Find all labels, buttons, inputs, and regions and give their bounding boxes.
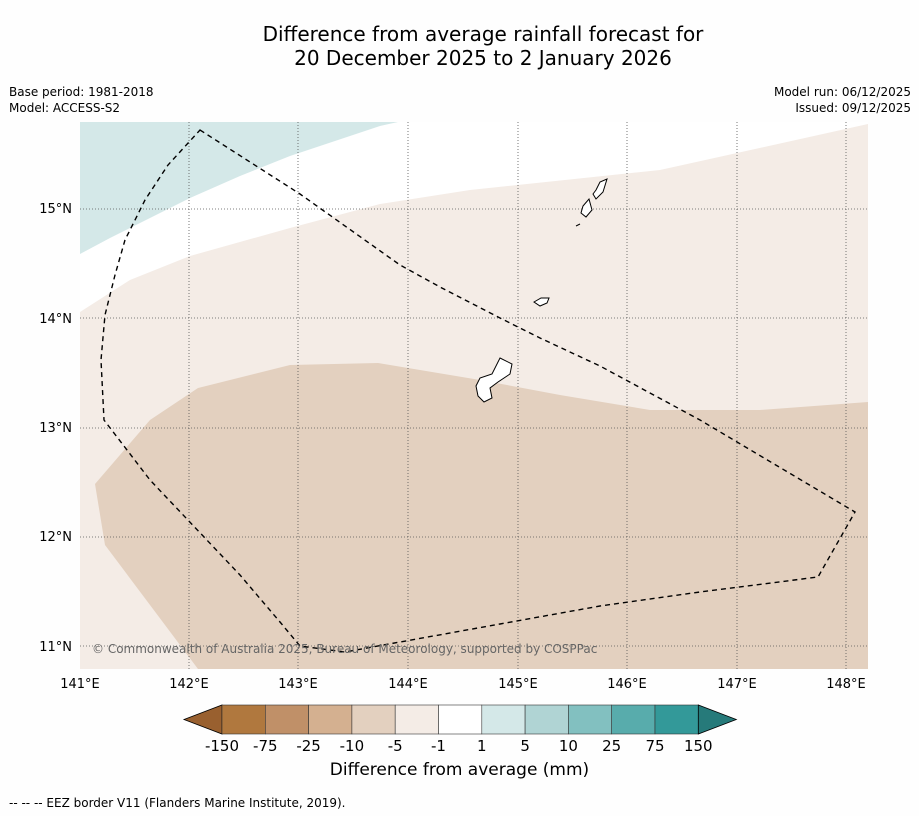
colorbar-extend-high (697, 704, 738, 735)
colorbar (182, 704, 738, 735)
colorbar-tick-label: -1 (431, 737, 446, 755)
lon-label: 145°E (498, 677, 538, 692)
guam-island (475, 357, 513, 403)
colorbar-tick-label: -75 (253, 737, 278, 755)
colorbar-segment (394, 704, 439, 735)
colorbar-tick-label: 1 (477, 737, 487, 755)
lat-label: 14°N (39, 312, 72, 327)
rainfall-region-near-average (80, 122, 868, 312)
copyright-notice: © Commonwealth of Australia 2025, Bureau… (92, 642, 597, 656)
colorbar-title: Difference from average (mm) (329, 760, 590, 780)
map-gridlines (80, 122, 868, 669)
colorbar-extend-low (182, 704, 223, 735)
colorbar-segment (264, 704, 309, 735)
meta-left: Base period: 1981-2018 Model: ACCESS-S2 (9, 84, 154, 116)
model-name: Model: ACCESS-S2 (9, 101, 121, 115)
latitude-labels: 15°N 14°N 13°N 12°N 11°N (39, 202, 72, 655)
colorbar-tick-label: 150 (684, 737, 713, 755)
lon-label: 144°E (388, 677, 428, 692)
map-title: Difference from average rainfall forecas… (0, 22, 919, 70)
islands (475, 178, 608, 403)
colorbar-segment (351, 704, 396, 735)
eez-border (100, 129, 856, 653)
lat-label: 13°N (39, 421, 72, 436)
lon-label: 143°E (278, 677, 318, 692)
aguijan-island (575, 223, 581, 227)
model-run: Model run: 06/12/2025 (773, 85, 911, 99)
eez-legend-note: -- -- -- EEZ border V11 (Flanders Marine… (9, 796, 346, 810)
base-period: Base period: 1981-2018 (9, 85, 154, 99)
lat-label: 11°N (39, 640, 72, 655)
lat-label: 12°N (39, 530, 72, 545)
colorbar-tick-label: -10 (340, 737, 365, 755)
lat-label: 15°N (39, 202, 72, 217)
colorbar-tick-label: -25 (296, 737, 321, 755)
lon-label: 148°E (826, 677, 866, 692)
colorbar-segment (611, 704, 656, 735)
colorbar-segment (568, 704, 613, 735)
colorbar-segment (481, 704, 526, 735)
colorbar-segment (654, 704, 699, 735)
title-line-1: Difference from average rainfall forecas… (262, 22, 704, 46)
colorbar-tick-labels: -150 -75 -25 -10 -5 -1 1 5 10 25 75 150 (205, 737, 713, 755)
rainfall-region-plus1-to-plus5 (80, 122, 398, 254)
lon-label: 141°E (60, 677, 100, 692)
colorbar-segment (524, 704, 569, 735)
colorbar-tick-label: -5 (388, 737, 403, 755)
colorbar-tick-label: -150 (205, 737, 239, 755)
tinian-island (580, 197, 593, 218)
rota-island (533, 297, 550, 307)
colorbar-tick-label: 10 (559, 737, 578, 755)
rainfall-region-minus5-to-minus10 (95, 363, 868, 669)
colorbar-tick-label: 25 (602, 737, 621, 755)
colorbar-segment (308, 704, 353, 735)
meta-right: Model run: 06/12/2025 Issued: 09/12/2025 (774, 84, 911, 116)
lon-label: 147°E (717, 677, 757, 692)
issued-date: Issued: 09/12/2025 (795, 101, 911, 115)
colorbar-tick-label: 75 (645, 737, 664, 755)
saipan-island (592, 178, 608, 200)
colorbar-tick-label: 5 (520, 737, 530, 755)
colorbar-segment (221, 704, 266, 735)
lon-label: 142°E (169, 677, 209, 692)
lon-label: 146°E (607, 677, 647, 692)
longitude-labels: 141°E 142°E 143°E 144°E 145°E 146°E 147°… (60, 677, 866, 692)
map-area (80, 122, 868, 669)
title-line-2: 20 December 2025 to 2 January 2026 (294, 46, 672, 70)
colorbar-segment (438, 704, 483, 735)
